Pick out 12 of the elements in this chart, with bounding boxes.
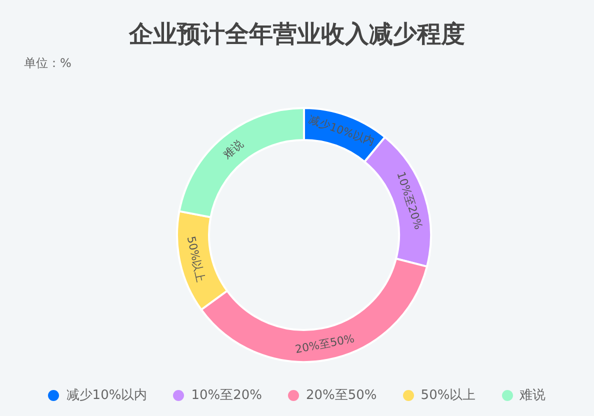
slice-label: 50%以上 xyxy=(184,235,208,284)
slice-label: 10%至20% xyxy=(394,170,426,232)
legend-label: 难说 xyxy=(520,387,546,404)
slice-label: 难说 xyxy=(220,137,246,162)
slice-label: 减少10%以内 xyxy=(307,112,376,148)
chart-title: 企业预计全年营业收入减少程度 xyxy=(128,19,466,50)
legend-label: 10%至20% xyxy=(191,387,262,404)
chart-subtitle: 单位：% xyxy=(24,55,72,72)
legend-label: 50%以上 xyxy=(420,387,476,404)
legend-label: 20%至50% xyxy=(306,387,377,404)
slice-label: 20%至50% xyxy=(294,332,356,356)
legend-label: 减少10%以内 xyxy=(66,387,148,404)
